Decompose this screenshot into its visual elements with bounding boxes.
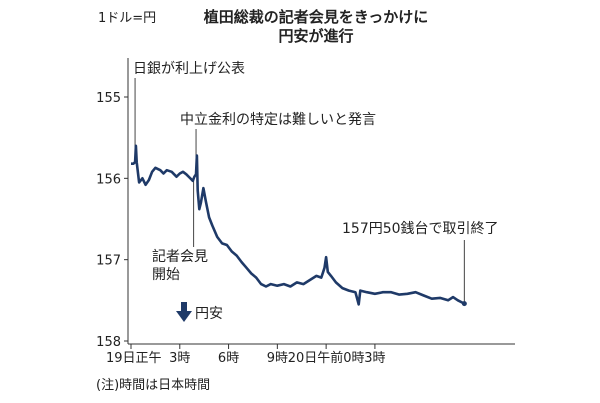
series-group bbox=[131, 144, 467, 307]
arrow-label: 円安 bbox=[195, 306, 223, 322]
annotation-neutral-rate: 中立金利の特定は難しいと発言 bbox=[180, 112, 376, 128]
series-line bbox=[131, 144, 465, 306]
y-tick-label: 155 bbox=[96, 91, 121, 106]
footnote: (注)時間は日本時間 bbox=[96, 378, 210, 393]
annotation-press-start-line-2: 開始 bbox=[152, 267, 180, 283]
y-tick-label: 157 bbox=[96, 254, 121, 269]
annotation-close: 157円50銭台で取引終了 bbox=[342, 221, 499, 237]
y-tick-label: 158 bbox=[96, 335, 121, 350]
x-tick-label: 6時 bbox=[218, 351, 239, 366]
unit-label: 1ドル=円 bbox=[98, 11, 156, 26]
x-tick-label: 20日午前0時 bbox=[288, 350, 365, 366]
annotation-press-start-line-1: 記者会見 bbox=[152, 248, 208, 265]
chart-title-line-1: 植田総裁の記者会見をきっかけに bbox=[204, 8, 428, 26]
x-tick-label: 3時 bbox=[169, 351, 190, 366]
annotation-boj-hike: 日銀が利上げ公表 bbox=[133, 61, 245, 77]
y-tick-label: 156 bbox=[96, 172, 121, 187]
chart-title-line-2: 円安が進行 bbox=[278, 27, 353, 45]
y-axis-ticks: 155 156 157 158 bbox=[96, 91, 128, 350]
x-tick-label: 9時 bbox=[267, 351, 288, 366]
x-tick-label: 19日正午 bbox=[106, 351, 162, 366]
x-tick-label: 3時 bbox=[364, 351, 385, 366]
series-end-point bbox=[461, 301, 467, 307]
down-arrow-icon bbox=[176, 302, 192, 322]
x-axis-ticks: 19日正午 3時 6時 9時 20日午前0時 3時 bbox=[106, 344, 386, 366]
